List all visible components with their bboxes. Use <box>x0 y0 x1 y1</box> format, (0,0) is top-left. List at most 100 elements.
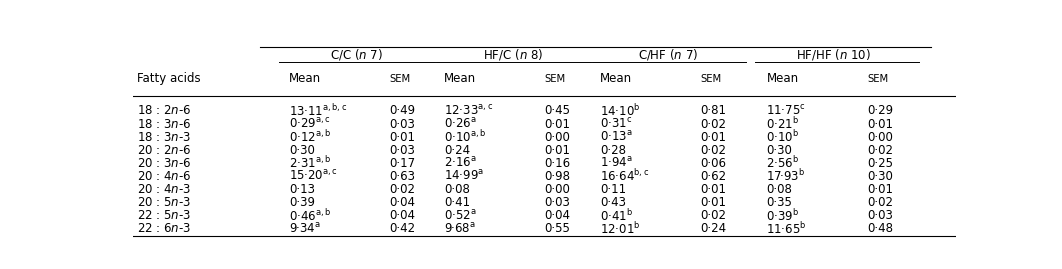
Text: 14·10$^{\mathregular{b}}$: 14·10$^{\mathregular{b}}$ <box>600 103 640 119</box>
Text: 12·33$^{\mathregular{a,c}}$: 12·33$^{\mathregular{a,c}}$ <box>444 104 493 118</box>
Text: 0·35: 0·35 <box>767 196 792 209</box>
Text: Mean: Mean <box>289 72 321 85</box>
Text: 0·13: 0·13 <box>289 183 315 196</box>
Text: 0·03: 0·03 <box>390 144 415 157</box>
Text: 0·52$^{\mathregular{a}}$: 0·52$^{\mathregular{a}}$ <box>444 208 477 222</box>
Text: 0·29$^{\mathregular{a,c}}$: 0·29$^{\mathregular{a,c}}$ <box>289 117 330 131</box>
Text: 0·30: 0·30 <box>867 170 893 183</box>
Text: 0·16: 0·16 <box>545 157 570 170</box>
Text: 0·26$^{\mathregular{a}}$: 0·26$^{\mathregular{a}}$ <box>444 117 477 131</box>
Text: 0·01: 0·01 <box>701 131 726 144</box>
Text: 11·65$^{\mathregular{b}}$: 11·65$^{\mathregular{b}}$ <box>767 221 807 237</box>
Text: C/C ($\mathit{n}$ 7): C/C ($\mathit{n}$ 7) <box>330 47 383 62</box>
Text: 0·10$^{\mathregular{a,b}}$: 0·10$^{\mathregular{a,b}}$ <box>444 129 486 145</box>
Text: 0·46$^{\mathregular{a,b}}$: 0·46$^{\mathregular{a,b}}$ <box>289 208 331 224</box>
Text: Mean: Mean <box>767 72 799 85</box>
Text: 0·04: 0·04 <box>390 209 415 222</box>
Text: 0·02: 0·02 <box>390 183 415 196</box>
Text: 18 : 3$\mathit{n}$-6: 18 : 3$\mathit{n}$-6 <box>137 118 191 130</box>
Text: 0·62: 0·62 <box>701 170 726 183</box>
Text: 0·01: 0·01 <box>867 183 893 196</box>
Text: 0·01: 0·01 <box>390 131 415 144</box>
Text: 0·28: 0·28 <box>600 144 627 157</box>
Text: 0·29: 0·29 <box>867 104 893 118</box>
Text: 0·00: 0·00 <box>545 131 570 144</box>
Text: 0·31$^{\mathregular{c}}$: 0·31$^{\mathregular{c}}$ <box>600 117 633 131</box>
Text: 20 : 4$\mathit{n}$-3: 20 : 4$\mathit{n}$-3 <box>137 183 191 196</box>
Text: 0·02: 0·02 <box>701 209 726 222</box>
Text: 13·11$^{\mathregular{a,b,c}}$: 13·11$^{\mathregular{a,b,c}}$ <box>289 103 347 119</box>
Text: HF/HF ($\mathit{n}$ 10): HF/HF ($\mathit{n}$ 10) <box>795 47 871 62</box>
Text: 9·34$^{\mathregular{a}}$: 9·34$^{\mathregular{a}}$ <box>289 222 321 236</box>
Text: 0·13$^{\mathregular{a}}$: 0·13$^{\mathregular{a}}$ <box>600 130 633 144</box>
Text: 0·01: 0·01 <box>545 144 570 157</box>
Text: 20 : 4$\mathit{n}$-6: 20 : 4$\mathit{n}$-6 <box>137 170 191 183</box>
Text: 0·01: 0·01 <box>701 183 726 196</box>
Text: 0·43: 0·43 <box>600 196 627 209</box>
Text: 0·03: 0·03 <box>545 196 570 209</box>
Text: 0·02: 0·02 <box>701 144 726 157</box>
Text: 0·39$^{\mathregular{b}}$: 0·39$^{\mathregular{b}}$ <box>767 208 800 224</box>
Text: 0·98: 0·98 <box>545 170 570 183</box>
Text: 0·02: 0·02 <box>867 196 893 209</box>
Text: 2·56$^{\mathregular{b}}$: 2·56$^{\mathregular{b}}$ <box>767 155 800 171</box>
Text: 11·75$^{\mathregular{c}}$: 11·75$^{\mathregular{c}}$ <box>767 104 806 118</box>
Text: 1·94$^{\mathregular{a}}$: 1·94$^{\mathregular{a}}$ <box>600 156 633 170</box>
Text: SEM: SEM <box>390 74 411 84</box>
Text: 0·41: 0·41 <box>444 196 470 209</box>
Text: 12·01$^{\mathregular{b}}$: 12·01$^{\mathregular{b}}$ <box>600 221 640 237</box>
Text: SEM: SEM <box>545 74 565 84</box>
Text: 0·04: 0·04 <box>390 196 415 209</box>
Text: C/HF ($\mathit{n}$ 7): C/HF ($\mathit{n}$ 7) <box>637 47 698 62</box>
Text: 0·17: 0·17 <box>390 157 415 170</box>
Text: 0·00: 0·00 <box>867 131 893 144</box>
Text: 0·06: 0·06 <box>701 157 726 170</box>
Text: 0·08: 0·08 <box>444 183 469 196</box>
Text: 15·20$^{\mathregular{a,c}}$: 15·20$^{\mathregular{a,c}}$ <box>289 169 338 183</box>
Text: 0·25: 0·25 <box>867 157 893 170</box>
Text: 0·49: 0·49 <box>390 104 415 118</box>
Text: 0·41$^{\mathregular{b}}$: 0·41$^{\mathregular{b}}$ <box>600 208 633 224</box>
Text: 0·42: 0·42 <box>390 222 415 235</box>
Text: 0·08: 0·08 <box>767 183 792 196</box>
Text: 17·93$^{\mathregular{b}}$: 17·93$^{\mathregular{b}}$ <box>767 168 806 184</box>
Text: 0·24: 0·24 <box>701 222 726 235</box>
Text: 22 : 5$\mathit{n}$-3: 22 : 5$\mathit{n}$-3 <box>137 209 191 222</box>
Text: 14·99$^{\mathregular{a}}$: 14·99$^{\mathregular{a}}$ <box>444 169 484 183</box>
Text: 0·81: 0·81 <box>701 104 726 118</box>
Text: Mean: Mean <box>600 72 632 85</box>
Text: Mean: Mean <box>444 72 476 85</box>
Text: 0·02: 0·02 <box>701 118 726 130</box>
Text: SEM: SEM <box>867 74 888 84</box>
Text: 0·12$^{\mathregular{a,b}}$: 0·12$^{\mathregular{a,b}}$ <box>289 129 331 145</box>
Text: SEM: SEM <box>701 74 722 84</box>
Text: 0·48: 0·48 <box>867 222 893 235</box>
Text: 22 : 6$\mathit{n}$-3: 22 : 6$\mathit{n}$-3 <box>137 222 191 235</box>
Text: 0·04: 0·04 <box>545 209 570 222</box>
Text: 16·64$^{\mathregular{b,c}}$: 16·64$^{\mathregular{b,c}}$ <box>600 168 650 184</box>
Text: 20 : 2$\mathit{n}$-6: 20 : 2$\mathit{n}$-6 <box>137 144 191 157</box>
Text: 0·02: 0·02 <box>867 144 893 157</box>
Text: 20 : 5$\mathit{n}$-3: 20 : 5$\mathit{n}$-3 <box>137 196 191 209</box>
Text: 0·01: 0·01 <box>545 118 570 130</box>
Text: 18 : 3$\mathit{n}$-3: 18 : 3$\mathit{n}$-3 <box>137 131 191 144</box>
Text: 0·01: 0·01 <box>701 196 726 209</box>
Text: 2·31$^{\mathregular{a,b}}$: 2·31$^{\mathregular{a,b}}$ <box>289 155 331 171</box>
Text: 0·01: 0·01 <box>867 118 893 130</box>
Text: 0·30: 0·30 <box>289 144 315 157</box>
Text: 0·10$^{\mathregular{b}}$: 0·10$^{\mathregular{b}}$ <box>767 129 800 145</box>
Text: 20 : 3$\mathit{n}$-6: 20 : 3$\mathit{n}$-6 <box>137 157 191 170</box>
Text: 0·00: 0·00 <box>545 183 570 196</box>
Text: 0·03: 0·03 <box>867 209 893 222</box>
Text: 0·11: 0·11 <box>600 183 627 196</box>
Text: 0·30: 0·30 <box>767 144 792 157</box>
Text: 9·68$^{\mathregular{a}}$: 9·68$^{\mathregular{a}}$ <box>444 222 476 236</box>
Text: 0·55: 0·55 <box>545 222 570 235</box>
Text: 2·16$^{\mathregular{a}}$: 2·16$^{\mathregular{a}}$ <box>444 156 477 170</box>
Text: 0·45: 0·45 <box>545 104 570 118</box>
Text: 0·63: 0·63 <box>390 170 415 183</box>
Text: HF/C ($\mathit{n}$ 8): HF/C ($\mathit{n}$ 8) <box>483 47 543 62</box>
Text: Fatty acids: Fatty acids <box>137 72 201 85</box>
Text: 0·39: 0·39 <box>289 196 315 209</box>
Text: 0·21$^{\mathregular{b}}$: 0·21$^{\mathregular{b}}$ <box>767 116 800 132</box>
